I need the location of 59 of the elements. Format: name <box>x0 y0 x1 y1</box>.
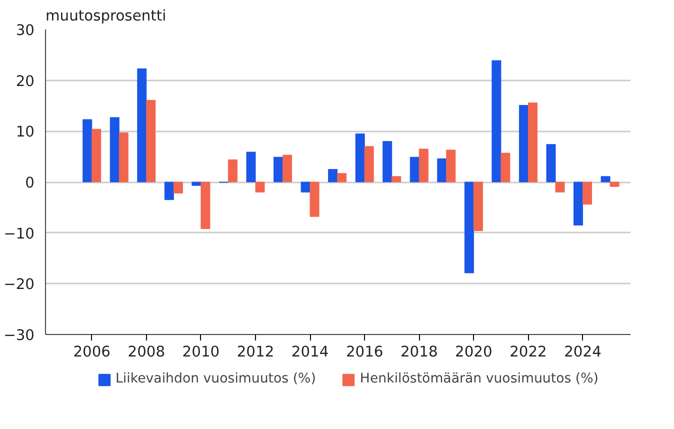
x-tick-label: 2014 <box>291 344 329 360</box>
bar <box>355 133 365 182</box>
bar <box>82 119 92 182</box>
bar <box>518 104 528 182</box>
bar <box>328 169 338 182</box>
bar <box>600 176 610 182</box>
bar <box>410 156 420 182</box>
y-tick-label: −20 <box>4 276 35 294</box>
bar <box>164 182 174 200</box>
bar <box>473 182 483 232</box>
bar <box>246 152 256 182</box>
bar <box>310 182 320 217</box>
y-axis-title: muutosprosentti <box>46 8 166 24</box>
y-tick-label: −10 <box>4 225 35 242</box>
x-tick-label: 2018 <box>400 344 438 360</box>
bar <box>282 154 292 182</box>
y-tick-label: 10 <box>16 124 35 141</box>
x-tick-label: 2012 <box>236 344 274 360</box>
bar <box>437 158 447 182</box>
bar <box>300 182 310 192</box>
bar <box>137 68 147 182</box>
y-tick-label: 20 <box>16 72 35 90</box>
y-tick-label: 0 <box>25 174 35 192</box>
bar <box>92 128 102 182</box>
x-tick-label: 2020 <box>455 344 492 360</box>
bar <box>610 182 620 187</box>
bar <box>382 141 392 182</box>
bar <box>364 146 374 182</box>
bar <box>500 152 510 182</box>
x-tick-label: 2016 <box>346 344 384 360</box>
bar <box>464 182 474 274</box>
bar <box>110 117 120 182</box>
bar <box>192 182 202 186</box>
x-tick-label: 2024 <box>564 344 602 360</box>
x-tick-label: 2022 <box>510 344 547 360</box>
bar <box>418 148 428 182</box>
bar <box>582 182 592 205</box>
bar <box>392 176 402 182</box>
bar <box>337 173 347 182</box>
x-tick-label: 2008 <box>128 344 166 360</box>
y-tick-label: 30 <box>16 22 35 39</box>
bar <box>118 132 128 182</box>
bar <box>228 159 238 182</box>
bar <box>528 102 538 182</box>
y-tick-label: −30 <box>4 327 35 344</box>
bar <box>446 150 456 182</box>
x-tick-label: 2006 <box>73 344 111 360</box>
bar <box>492 60 502 182</box>
bar <box>555 182 565 192</box>
bar <box>574 182 584 226</box>
bar <box>546 144 556 182</box>
bar <box>255 182 265 192</box>
x-tick-label: 2010 <box>182 344 220 360</box>
bar <box>173 182 183 194</box>
bar <box>200 182 210 230</box>
bar <box>146 100 156 182</box>
bar <box>274 156 284 182</box>
legend-label: Liikevaihdon vuosimuutos (%) <box>116 372 316 386</box>
legend-label: Henkilöstömäärän vuosimuutos (%) <box>360 372 598 386</box>
